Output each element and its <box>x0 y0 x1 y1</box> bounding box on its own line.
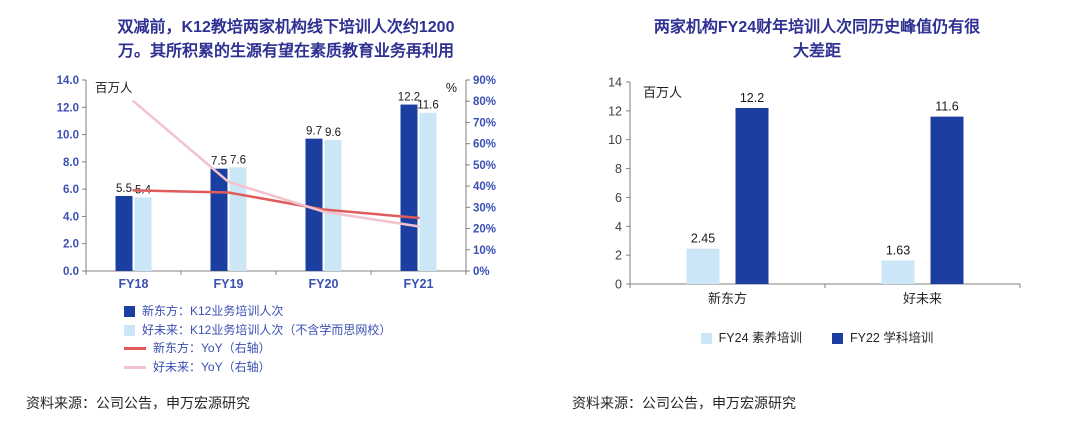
legend-line-marker <box>124 347 146 351</box>
right-axis-tick-label: 90% <box>473 75 496 87</box>
legend-item-0: 新东方：K12业务培训人次 <box>124 304 546 320</box>
right-chart-panel: 两家机构FY24财年培训人次同历史峰值仍有很 大差距 0 2 4 6 8 10 12 14 2.… <box>572 10 1062 423</box>
bar-series-1: 5.47.69.611.6 <box>134 100 439 271</box>
bar-series-1: 12.2 11.6 <box>735 91 964 284</box>
bar-value-label: 11.6 <box>935 100 958 114</box>
left-axis-tick-label: 12.0 <box>57 102 79 114</box>
legend-label: 好未来：K12业务培训人次（不含学而思网校） <box>142 322 392 337</box>
x-axis-category-label: FY21 <box>404 277 434 291</box>
right-axis-tick-label: 40% <box>473 181 496 193</box>
bar-value-label: 12.2 <box>398 92 420 104</box>
legend-item-1: 好未来：K12业务培训人次（不含学而思网校） <box>124 323 546 339</box>
right-unit-label: % <box>446 81 457 95</box>
legend-line-marker <box>124 366 146 370</box>
right-chart-title-line1: 两家机构FY24财年培训人次同历史峰值仍有很 <box>653 19 981 36</box>
bar-value-label: 7.6 <box>230 154 246 166</box>
right-chart-title: 两家机构FY24财年培训人次同历史峰值仍有很 大差距 <box>572 16 1062 64</box>
bar-value-label: 5.5 <box>116 183 132 195</box>
y-axis-tick-label: 10 <box>608 133 622 147</box>
right-axis-tick-label: 80% <box>473 96 496 108</box>
right-axis-tick-label: 10% <box>473 245 496 257</box>
y-axis-tick-label: 12 <box>608 104 622 118</box>
x-axis-category-label: FY19 <box>214 277 244 291</box>
y-axis-tick-label: 2 <box>615 249 622 263</box>
legend-item-1: FY22 学科培训 <box>832 330 933 346</box>
left-axis-tick-label: 10.0 <box>57 130 79 142</box>
legend-item-0: FY24 素养培训 <box>700 330 802 346</box>
right-axis-tick-label: 50% <box>473 160 496 172</box>
legend-item-3: 好未来：YoY（右轴） <box>124 360 546 376</box>
left-axis-tick-label: 6.0 <box>63 184 79 196</box>
right-axis-tick-label: 60% <box>473 139 496 151</box>
bar-value-label: 2.45 <box>691 232 715 246</box>
left-chart-title-line2: 万。其所积累的生源有望在素质教育业务再利用 <box>117 43 454 60</box>
left-chart-title: 双减前，K12教培两家机构线下培训人次约1200 万。其所积累的生源有望在素质教… <box>26 16 546 64</box>
x-axis-category-label: FY18 <box>119 277 149 291</box>
left-chart-title-line1: 双减前，K12教培两家机构线下培训人次约1200 <box>117 19 455 36</box>
x-axis-category-label: 新东方 <box>708 291 747 306</box>
yoy-line-0 <box>132 189 420 220</box>
bar-value-label: 9.7 <box>306 126 322 138</box>
x-axis-category-label: FY20 <box>309 277 339 291</box>
y-axis-tick-label: 6 <box>615 191 622 205</box>
bar-value-label: 11.6 <box>417 100 439 112</box>
legend-label: 好未来：YoY（右轴） <box>153 359 271 374</box>
bar-value-label: 1.63 <box>886 243 910 257</box>
y-axis-tick-label: 4 <box>615 220 622 234</box>
bar-value-label: 9.6 <box>325 127 341 139</box>
bar-series-0: 5.5 7.5 9.7 12.2 <box>115 92 420 271</box>
bar-value-label: 7.5 <box>211 156 227 168</box>
bar <box>735 107 769 284</box>
legend-swatch-marker <box>124 306 135 318</box>
right-axis-tick-label: 0% <box>473 266 490 278</box>
left-axis-tick-label: 0.0 <box>63 266 79 278</box>
y-axis-tick-label: 0 <box>615 278 622 292</box>
bar <box>930 116 964 284</box>
left-unit-label: 百万人 <box>95 81 133 95</box>
left-chart-svg: 0.0 2.0 4.0 6.0 8.0 10.0 12.0 14.0 0% 10% 20% 30% 40… <box>57 75 496 291</box>
legend-swatch-marker <box>700 332 712 344</box>
legend-label: FY24 素养培训 <box>718 331 802 345</box>
right-chart-source: 资料来源：公司公告，申万宏源研究 <box>572 395 796 411</box>
legend-label: 新东方：YoY（右轴） <box>153 341 271 356</box>
legend-swatch-marker <box>832 332 843 344</box>
bar <box>881 260 915 284</box>
legend-item-2: 新东方：YoY（右轴） <box>124 341 546 357</box>
x-axis-category-label: 好未来 <box>903 291 942 306</box>
right-axis-tick-label: 20% <box>473 224 496 236</box>
bar <box>400 104 418 271</box>
bar-value-label: 12.2 <box>740 91 764 105</box>
y-axis-tick-label: 14 <box>608 76 622 90</box>
bar <box>686 248 720 284</box>
y-axis-tick-label: 8 <box>615 162 622 176</box>
bar <box>419 112 437 271</box>
left-chart-panel: 双减前，K12教培两家机构线下培训人次约1200 万。其所积累的生源有望在素质教… <box>26 10 546 423</box>
left-axis-tick-label: 4.0 <box>63 211 79 223</box>
bar <box>305 138 323 271</box>
bar <box>115 195 133 271</box>
right-axis-tick-label: 70% <box>473 117 496 129</box>
left-axis-tick-label: 2.0 <box>63 239 79 251</box>
bar <box>324 140 342 271</box>
left-axis-tick-label: 8.0 <box>63 157 79 169</box>
right-axis-tick-label: 30% <box>473 202 496 214</box>
left-chart-legend: 新东方：K12业务培训人次好未来：K12业务培训人次（不含学而思网校） 新东方：Y… <box>124 304 546 375</box>
legend-label: 新东方：K12业务培训人次 <box>142 304 284 318</box>
right-chart-svg: 0 2 4 6 8 10 12 14 2.45 1.63 12.2 11.6 新东方 好未来 百万人 <box>608 76 1021 306</box>
legend-label: FY22 学科培训 <box>850 331 934 345</box>
bar <box>134 197 152 271</box>
yoy-line-1 <box>132 99 420 228</box>
left-axis-tick-label: 14.0 <box>57 75 79 87</box>
right-chart-title-line2: 大差距 <box>792 43 841 60</box>
bar <box>210 168 228 271</box>
unit-label: 百万人 <box>643 85 682 100</box>
legend-swatch-marker <box>124 324 135 336</box>
right-chart-legend: FY24 素养培训 FY22 学科培训 <box>572 330 1062 346</box>
left-chart-source: 资料来源：公司公告，申万宏源研究 <box>26 395 250 411</box>
bar-series-0: 2.45 1.63 <box>686 232 915 284</box>
